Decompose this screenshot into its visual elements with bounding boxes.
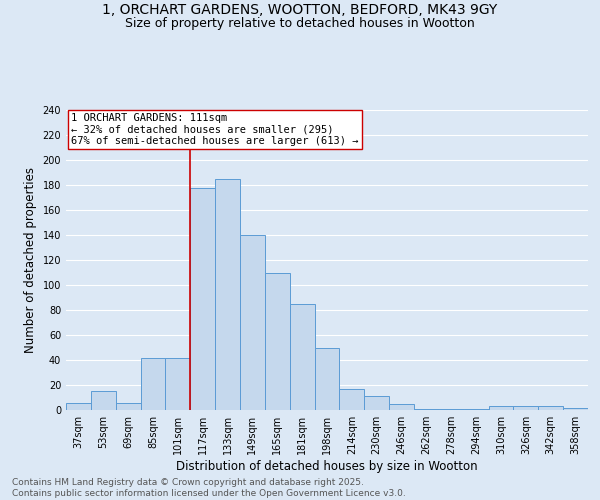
Bar [290, 304, 314, 410]
Bar [563, 408, 588, 410]
Bar [190, 188, 215, 410]
Text: 1, ORCHART GARDENS, WOOTTON, BEDFORD, MK43 9GY: 1, ORCHART GARDENS, WOOTTON, BEDFORD, MK… [103, 2, 497, 16]
Bar [240, 235, 265, 410]
Bar [91, 391, 116, 410]
Bar [265, 272, 290, 410]
Bar [488, 406, 514, 410]
Bar [464, 409, 488, 410]
Bar [66, 402, 91, 410]
Bar [414, 409, 439, 410]
Text: Size of property relative to detached houses in Wootton: Size of property relative to detached ho… [125, 18, 475, 30]
Bar [389, 404, 414, 410]
Bar [340, 389, 364, 410]
Bar [514, 406, 538, 410]
Text: 1 ORCHART GARDENS: 111sqm
← 32% of detached houses are smaller (295)
67% of semi: 1 ORCHART GARDENS: 111sqm ← 32% of detac… [71, 113, 359, 146]
Y-axis label: Number of detached properties: Number of detached properties [24, 167, 37, 353]
Bar [140, 358, 166, 410]
Bar [215, 179, 240, 410]
X-axis label: Distribution of detached houses by size in Wootton: Distribution of detached houses by size … [176, 460, 478, 473]
Bar [364, 396, 389, 410]
Bar [116, 402, 140, 410]
Bar [314, 348, 340, 410]
Bar [166, 358, 190, 410]
Text: Contains HM Land Registry data © Crown copyright and database right 2025.
Contai: Contains HM Land Registry data © Crown c… [12, 478, 406, 498]
Bar [538, 406, 563, 410]
Bar [439, 409, 464, 410]
